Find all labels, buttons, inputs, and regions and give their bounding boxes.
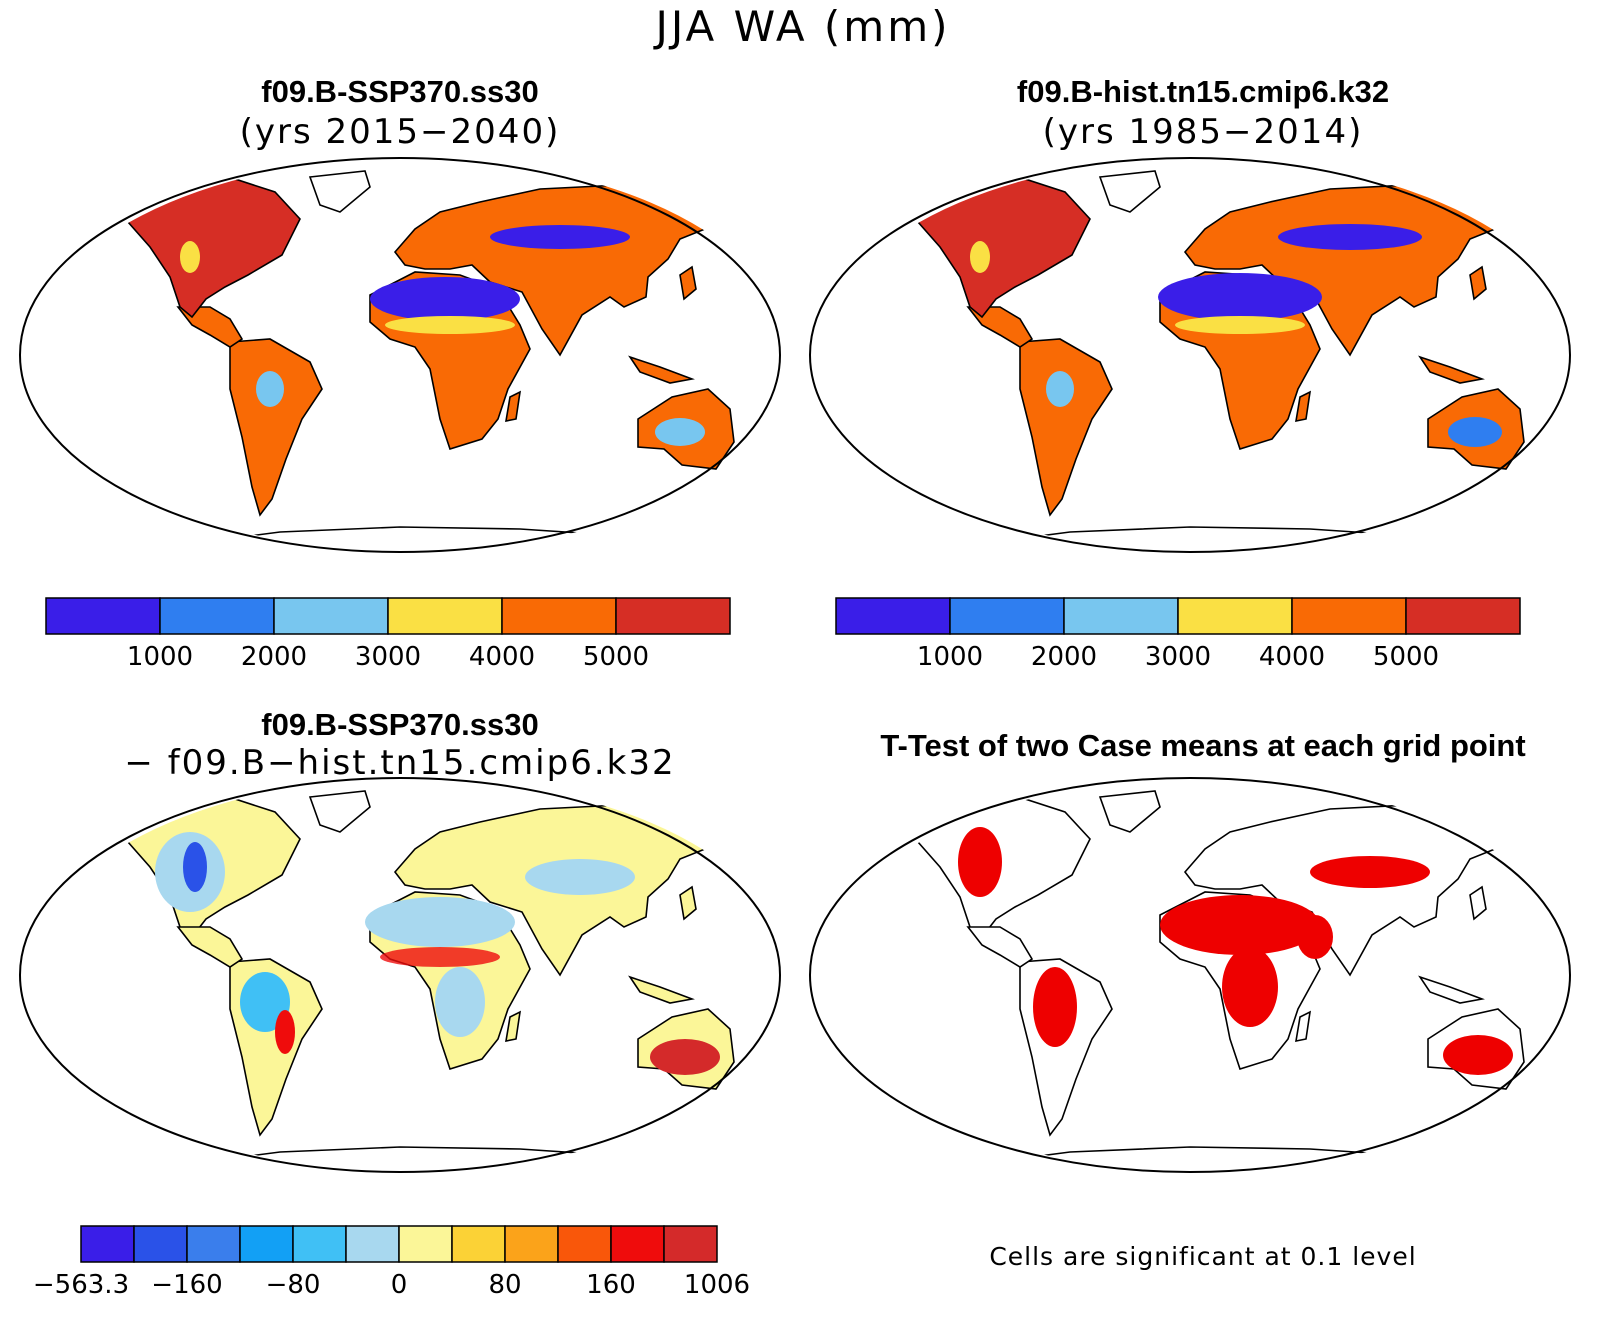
panel3-map [19, 777, 781, 1173]
colorbar-tick-label: 2000 [1031, 642, 1097, 672]
colorbar-box [1063, 597, 1179, 635]
colorbar-tick-label: 160 [586, 1270, 636, 1300]
colorbar-tick-label: 3000 [355, 642, 421, 672]
colorbar-box [610, 1225, 665, 1263]
colorbar-box [557, 1225, 612, 1263]
colorbar-tick-label: −160 [151, 1270, 222, 1300]
colorbar-box [949, 597, 1065, 635]
colorbar-box [292, 1225, 347, 1263]
panel3-colorbar-ticks: −563.3 −160 −80 0 80 160 1006 [33, 1270, 750, 1300]
colorbar-tick-label: 1006 [684, 1270, 750, 1300]
colorbar-box [615, 597, 731, 635]
colorbar-box [345, 1225, 400, 1263]
colorbar-tick-label: 1000 [127, 642, 193, 672]
colorbar-box [133, 1225, 188, 1263]
panel1-title: f09.B-SSP370.ss30 [261, 74, 539, 109]
colorbar-tick-label: 1000 [917, 642, 983, 672]
panel1-map [19, 157, 781, 553]
panel2-colorbar-ticks: 1000 2000 3000 4000 5000 [917, 642, 1439, 672]
colorbar-box [398, 1225, 453, 1263]
panel2-title: f09.B-hist.tn15.cmip6.k32 [1016, 74, 1390, 109]
colorbar-tick-label: 4000 [469, 642, 535, 672]
colorbar-box [451, 1225, 506, 1263]
colorbar-box [501, 597, 617, 635]
colorbar-box [835, 597, 951, 635]
panel3-title: f09.B-SSP370.ss30 [261, 707, 539, 742]
colorbar-box [273, 597, 389, 635]
panel3-colorbar: −563.3 −160 −80 0 80 160 1006 [33, 1225, 750, 1300]
colorbar-box [239, 1225, 294, 1263]
colorbar-tick-label: −563.3 [33, 1270, 129, 1300]
panel1-colorbar-ticks: 1000 2000 3000 4000 5000 [127, 642, 649, 672]
colorbar-tick-label: 3000 [1145, 642, 1211, 672]
panel3-colorbar-boxes [80, 1225, 718, 1263]
colorbar-box [80, 1225, 135, 1263]
colorbar-box [45, 597, 161, 635]
colorbar-box [159, 597, 275, 635]
colorbar-tick-label: −80 [266, 1270, 321, 1300]
figure-title: JJA WA (mm) [655, 2, 951, 51]
colorbar-tick-label: 4000 [1259, 642, 1325, 672]
colorbar-box [504, 1225, 559, 1263]
panel4-map [809, 777, 1571, 1173]
colorbar-tick-label: 5000 [1373, 642, 1439, 672]
panel2-colorbar: 1000 2000 3000 4000 5000 [835, 597, 1521, 672]
panel1-colorbar: 1000 2000 3000 4000 5000 [45, 597, 731, 672]
colorbar-box [186, 1225, 241, 1263]
colorbar-tick-label: 80 [488, 1270, 521, 1300]
colorbar-box [1291, 597, 1407, 635]
panel4-title: T-Test of two Case means at each grid po… [880, 728, 1526, 763]
colorbar-box [1177, 597, 1293, 635]
significance-note: Cells are significant at 0.1 level [989, 1242, 1417, 1271]
panel1-dry-band [180, 225, 705, 446]
colorbar-tick-label: 5000 [583, 642, 649, 672]
panel2-colorbar-boxes [835, 597, 1521, 635]
panel2-map [809, 157, 1571, 553]
colorbar-tick-label: 0 [391, 1270, 408, 1300]
panel1-subtitle: (yrs 2015−2040) [239, 112, 561, 152]
panel2-dry-band [970, 224, 1502, 447]
colorbar-tick-label: 2000 [241, 642, 307, 672]
colorbar-box [387, 597, 503, 635]
panel3-subtitle: − f09.B−hist.tn15.cmip6.k32 [124, 743, 676, 783]
colorbar-box [1405, 597, 1521, 635]
colorbar-box [663, 1225, 718, 1263]
panel1-colorbar-boxes [45, 597, 731, 635]
panel3-anomaly-patches [155, 832, 720, 1075]
panel2-subtitle: (yrs 1985−2014) [1042, 112, 1364, 152]
panel4-significant-cells [958, 827, 1513, 1075]
